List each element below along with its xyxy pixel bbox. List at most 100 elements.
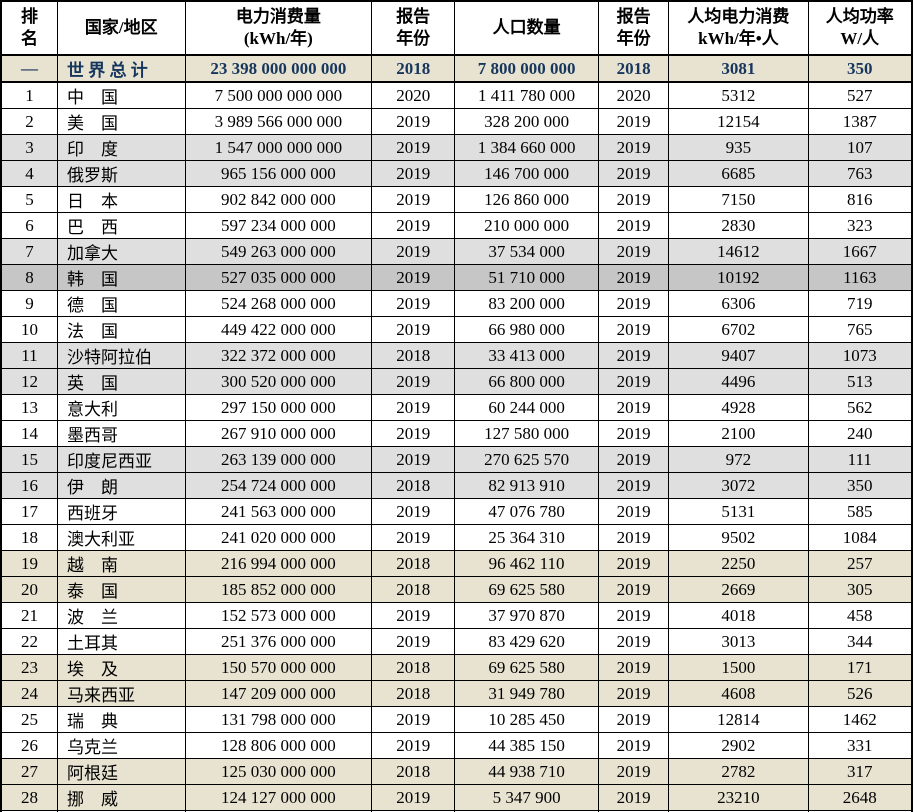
cell-per-capita-power: 1462 — [807, 706, 913, 733]
cell-consumption: 267 910 000 000 — [184, 420, 373, 447]
table-row: 12 英 国 300 520 000 000 2019 66 800 000 2019 44… — [0, 368, 913, 395]
cell-report-year-2: 2019 — [598, 394, 670, 421]
cell-consumption: 216 994 000 000 — [184, 550, 373, 577]
table-header: 排 名 国家/地区 电力消费量 (kWh/年) 报告 年份 人口数量 — [0, 0, 913, 56]
cell-per-capita-power: 1163 — [807, 264, 913, 291]
cell-per-capita-consumption: 2100 — [668, 420, 809, 447]
cell-report-year-1: 2019 — [371, 498, 456, 525]
cell-report-year-1: 2019 — [371, 186, 456, 213]
cell-consumption: 449 422 000 000 — [184, 316, 373, 343]
cell-consumption: 527 035 000 000 — [184, 264, 373, 291]
cell-per-capita-consumption: 2669 — [668, 576, 809, 603]
cell-population: 25 364 310 — [454, 524, 600, 551]
cell-report-year-2: 2020 — [598, 81, 670, 109]
table-row: 17 西班牙 241 563 000 000 2019 47 076 780 2019 51… — [0, 498, 913, 525]
cell-per-capita-power: 562 — [807, 394, 913, 421]
cell-report-year-1: 2019 — [371, 264, 456, 291]
cell-country: 沙特阿拉伯 — [56, 342, 186, 369]
table-row: 22 土耳其 251 376 000 000 2019 83 429 620 2019 30… — [0, 628, 913, 655]
table-row: 26 乌克兰 128 806 000 000 2019 44 385 150 2019 29… — [0, 732, 913, 759]
cell-report-year-1: 2019 — [371, 134, 456, 161]
table-row: 16 伊 朗 254 724 000 000 2018 82 913 910 2019 30… — [0, 472, 913, 499]
cell-per-capita-consumption: 4496 — [668, 368, 809, 395]
cell-population: 210 000 000 — [454, 212, 600, 239]
col-header-per-capita-consumption-line1: 人均电力消费 — [687, 7, 790, 27]
cell-per-capita-consumption: 6306 — [668, 290, 809, 317]
cell-population: 5 347 900 — [454, 784, 600, 811]
col-header-population: 人口数量 — [454, 0, 600, 56]
cell-report-year-2: 2019 — [598, 654, 670, 681]
cell-report-year-2: 2019 — [598, 420, 670, 447]
col-header-report-year-1-line2: 年份 — [396, 29, 431, 48]
cell-consumption: 902 842 000 000 — [184, 186, 373, 213]
cell-per-capita-consumption: 9502 — [668, 524, 809, 551]
cell-per-capita-power: 585 — [807, 498, 913, 525]
cell-rank: 24 — [0, 680, 58, 707]
cell-rank: 3 — [0, 134, 58, 161]
cell-population: 328 200 000 — [454, 108, 600, 135]
col-header-country: 国家/地区 — [56, 0, 186, 56]
col-header-rank-line1: 排 — [20, 7, 38, 27]
cell-population: 37 534 000 — [454, 238, 600, 265]
cell-per-capita-consumption: 6685 — [668, 160, 809, 187]
table-row: 28 挪 威 124 127 000 000 2019 5 347 900 2019 232… — [0, 784, 913, 811]
cell-report-year-1: 2019 — [371, 784, 456, 811]
cell-consumption: 241 563 000 000 — [184, 498, 373, 525]
cell-country: 土耳其 — [56, 628, 186, 655]
cell-country: 马来西亚 — [56, 680, 186, 707]
cell-rank: 18 — [0, 524, 58, 551]
cell-per-capita-power: 111 — [807, 446, 913, 473]
cell-report-year-2: 2019 — [598, 472, 670, 499]
cell-consumption: 128 806 000 000 — [184, 732, 373, 759]
cell-rank: 29 — [0, 810, 58, 812]
table-row: 11 沙特阿拉伯 322 372 000 000 2018 33 413 000 2019… — [0, 342, 913, 369]
cell-per-capita-power: 719 — [807, 290, 913, 317]
table-row: 13 意大利 297 150 000 000 2019 60 244 000 2019 49… — [0, 394, 913, 421]
cell-report-year-1: 2019 — [371, 420, 456, 447]
cell-consumption: 131 798 000 000 — [184, 706, 373, 733]
cell-rank: 12 — [0, 368, 58, 395]
cell-report-year-1: 2019 — [371, 602, 456, 629]
cell-per-capita-power: 350 — [807, 472, 913, 499]
cell-report-year-2: 2019 — [598, 524, 670, 551]
cell-per-capita-power: 305 — [807, 576, 913, 603]
cell-country: 瑞 典 — [56, 706, 186, 733]
cell-report-year-2: 2019 — [598, 368, 670, 395]
cell-report-year-1: 2019 — [371, 108, 456, 135]
col-header-per-capita-consumption: 人均电力消费 kWh/年•人 — [668, 0, 809, 56]
table-row: 19 越 南 216 994 000 000 2018 96 462 110 2019 22… — [0, 550, 913, 577]
cell-report-year-1: 2019 — [371, 446, 456, 473]
cell-population: 82 913 910 — [454, 472, 600, 499]
cell-report-year-2: 2019 — [598, 342, 670, 369]
cell-per-capita-power: 513 — [807, 368, 913, 395]
cell-rank: 21 — [0, 602, 58, 629]
table-row: 15 印度尼西亚 263 139 000 000 2019 270 625 570 201… — [0, 446, 913, 473]
cell-per-capita-power: 344 — [807, 628, 913, 655]
cell-report-year-1: 2018 — [371, 576, 456, 603]
cell-report-year-1: 2019 — [371, 160, 456, 187]
cell-report-year-2: 2019 — [598, 602, 670, 629]
cell-report-year-2: 2019 — [598, 290, 670, 317]
table-row: 18 澳大利亚 241 020 000 000 2019 25 364 310 2019 9… — [0, 524, 913, 551]
cell-consumption: 965 156 000 000 — [184, 160, 373, 187]
cell-report-year-2: 2019 — [598, 628, 670, 655]
cell-rank: 15 — [0, 446, 58, 473]
cell-per-capita-power: 816 — [807, 186, 913, 213]
cell-report-year-1: 2019 — [371, 394, 456, 421]
cell-per-capita-power: 526 — [807, 680, 913, 707]
cell-rank: 14 — [0, 420, 58, 447]
cell-report-year-2: 2019 — [598, 706, 670, 733]
cell-report-year-2: 2019 — [598, 186, 670, 213]
table-row: 10 法 国 449 422 000 000 2019 66 980 000 2019 67… — [0, 316, 913, 343]
cell-rank: 23 — [0, 654, 58, 681]
cell-report-year-1: 2018 — [371, 654, 456, 681]
cell-report-year-1: 2019 — [371, 732, 456, 759]
cell-consumption: 322 372 000 000 — [184, 342, 373, 369]
cell-per-capita-consumption: 4928 — [668, 394, 809, 421]
cell-per-capita-consumption: 3591 — [668, 810, 809, 812]
cell-country: 澳大利亚 — [56, 524, 186, 551]
cell-country: 日 本 — [56, 186, 186, 213]
cell-per-capita-consumption: 4608 — [668, 680, 809, 707]
cell-country: 伊 朗 — [56, 472, 186, 499]
